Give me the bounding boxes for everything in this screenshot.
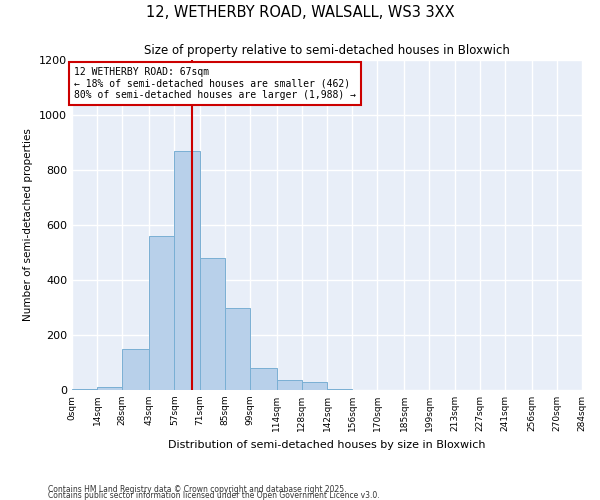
Text: Contains public sector information licensed under the Open Government Licence v3: Contains public sector information licen…: [48, 490, 380, 500]
Bar: [302, 382, 327, 390]
Bar: [149, 236, 175, 390]
Text: Contains HM Land Registry data © Crown copyright and database right 2025.: Contains HM Land Registry data © Crown c…: [48, 485, 347, 494]
Text: 12, WETHERBY ROAD, WALSALL, WS3 3XX: 12, WETHERBY ROAD, WALSALL, WS3 3XX: [146, 5, 454, 20]
Title: Size of property relative to semi-detached houses in Bloxwich: Size of property relative to semi-detach…: [144, 44, 510, 58]
Bar: [224, 308, 250, 390]
Bar: [277, 380, 302, 390]
Bar: [175, 151, 199, 390]
Bar: [122, 349, 149, 390]
Text: 12 WETHERBY ROAD: 67sqm
← 18% of semi-detached houses are smaller (462)
80% of s: 12 WETHERBY ROAD: 67sqm ← 18% of semi-de…: [74, 67, 356, 100]
Bar: [250, 368, 277, 390]
Y-axis label: Number of semi-detached properties: Number of semi-detached properties: [23, 128, 34, 322]
Bar: [327, 388, 352, 390]
Bar: [97, 387, 122, 390]
X-axis label: Distribution of semi-detached houses by size in Bloxwich: Distribution of semi-detached houses by …: [168, 440, 486, 450]
Bar: [199, 258, 224, 390]
Bar: [72, 388, 97, 390]
